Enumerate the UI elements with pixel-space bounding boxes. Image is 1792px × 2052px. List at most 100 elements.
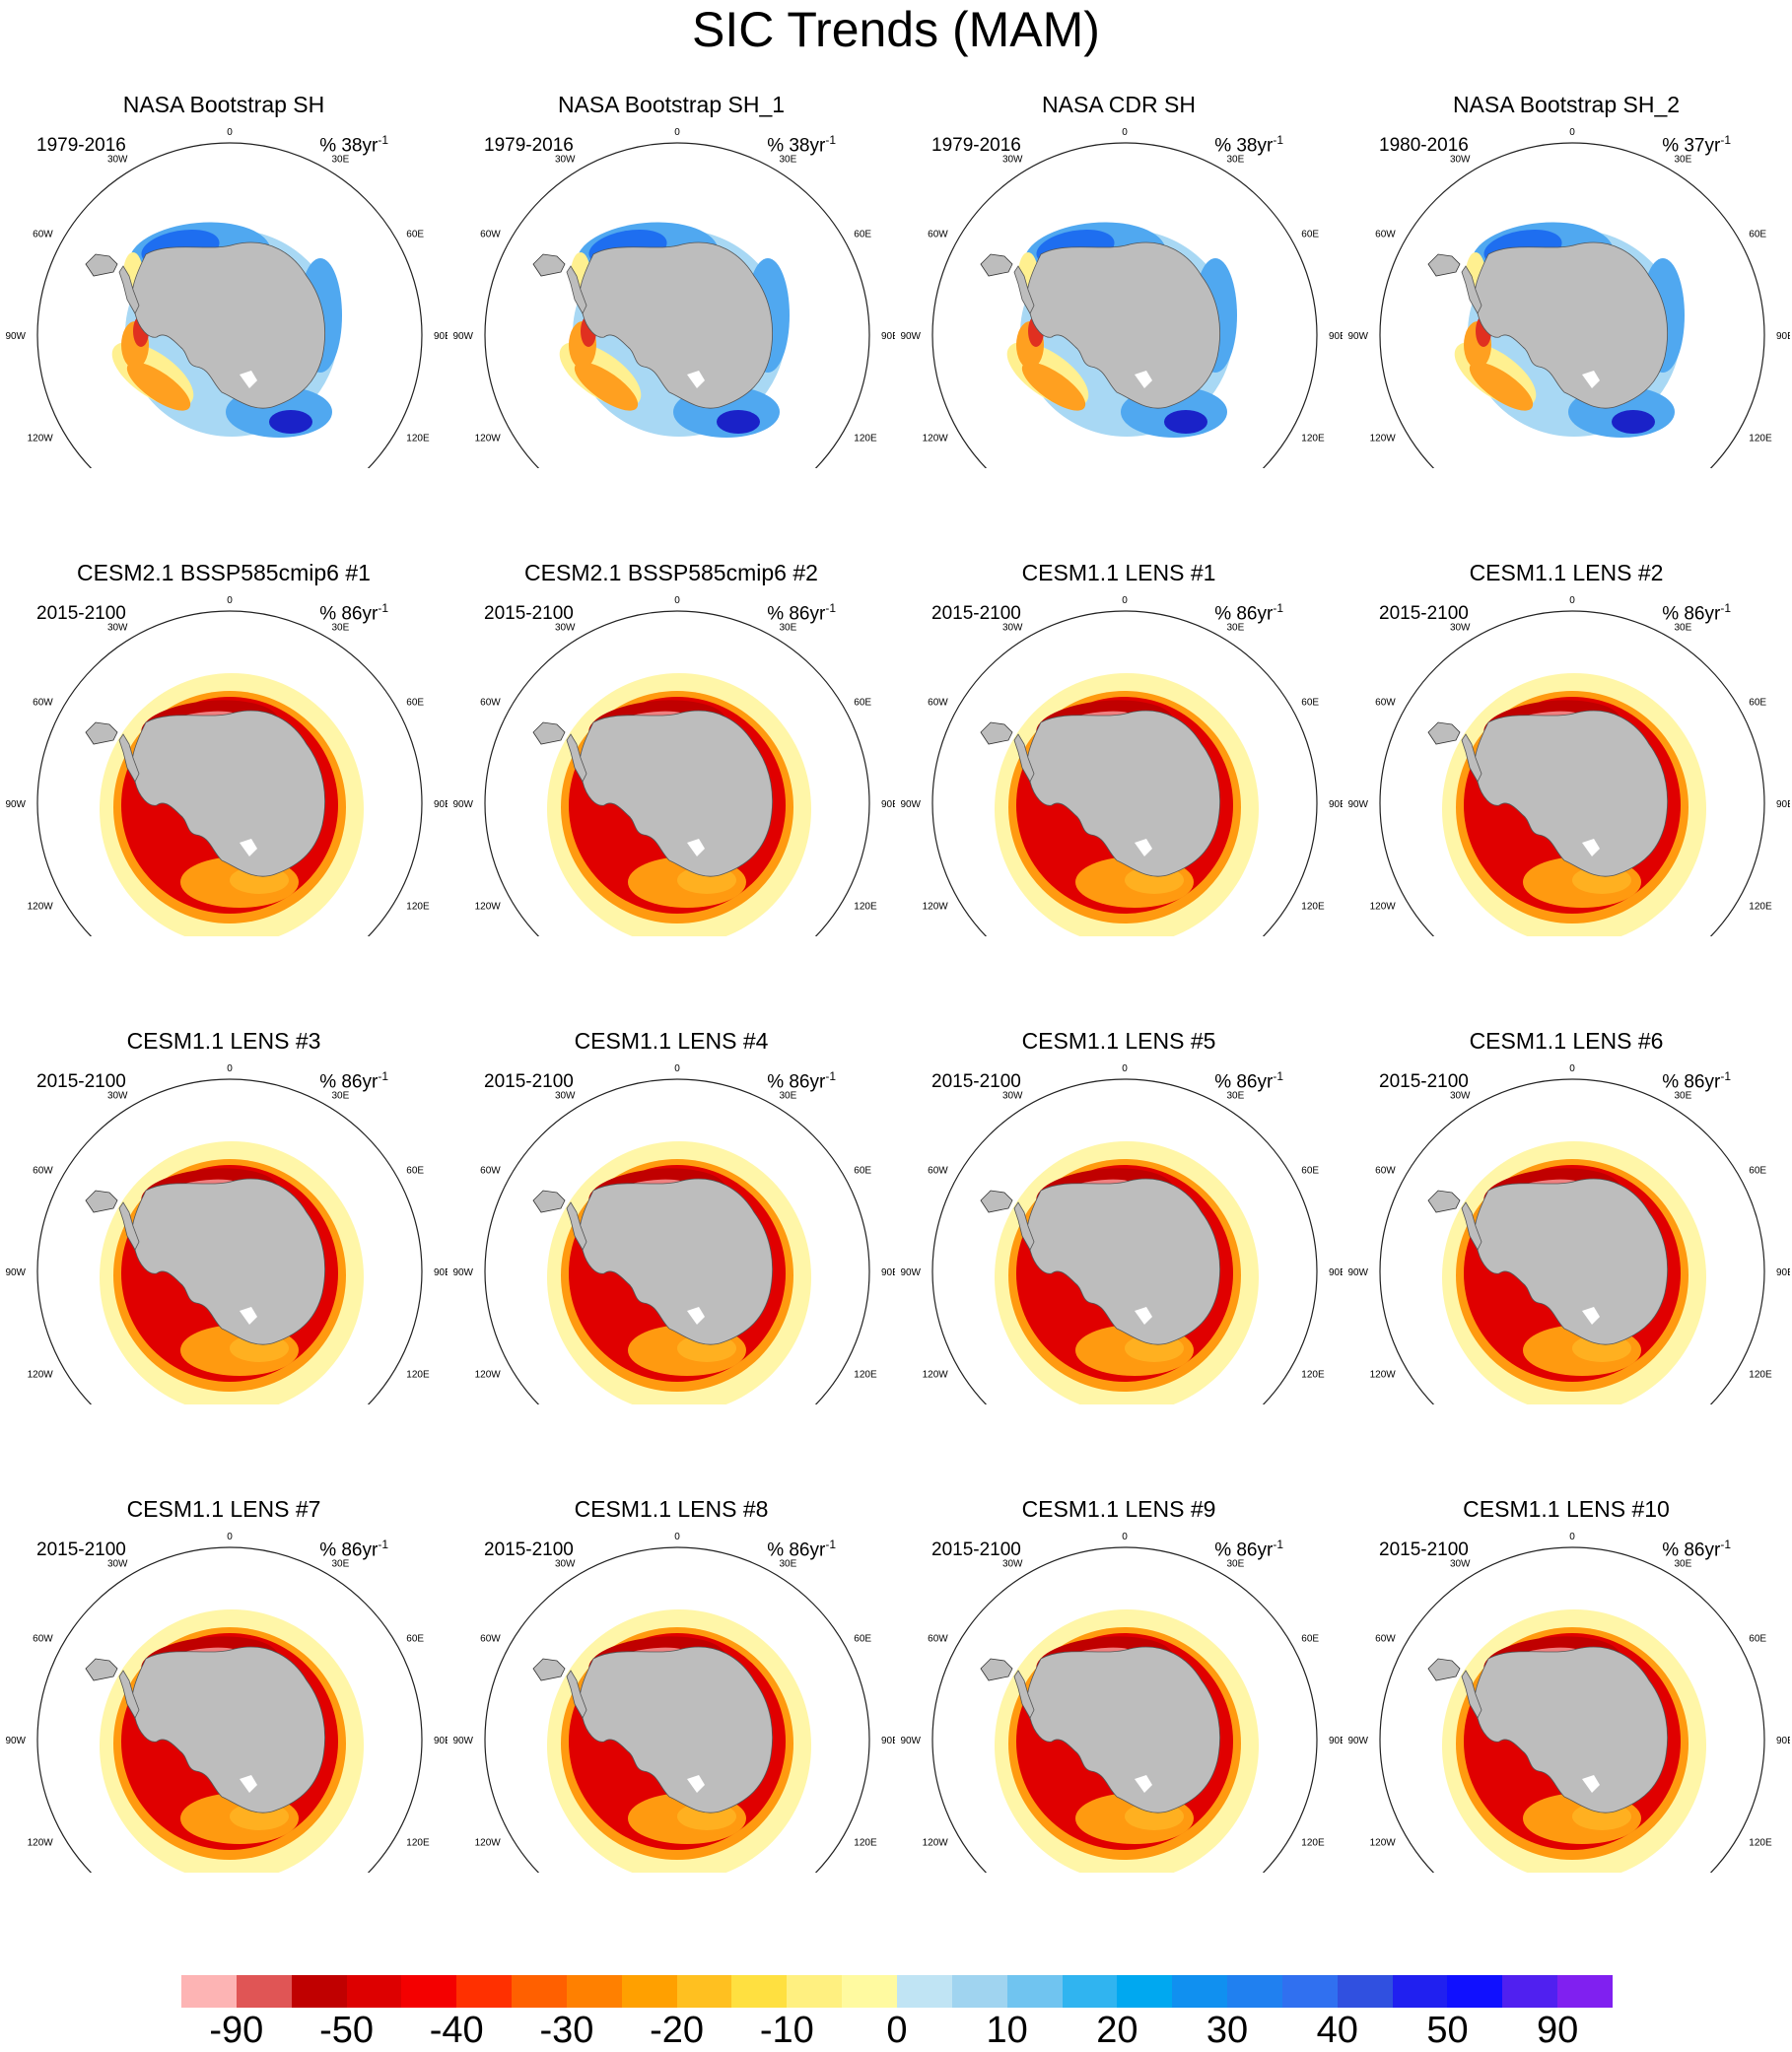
- panel-units: % 86yr-1: [319, 1533, 388, 1562]
- ross-ice-shelf: [240, 371, 257, 388]
- panel-units-text: % 86yr: [767, 1071, 826, 1093]
- longitude-label: 30W: [555, 1559, 576, 1570]
- colorbar-segment: [401, 1975, 457, 2008]
- panel-units-exponent: -1: [1720, 1538, 1731, 1551]
- south-america-tip: [1427, 1658, 1461, 1681]
- polar-map: 030E60E90E120E150E180150W120W90W60W30W: [452, 595, 895, 936]
- panel-units: % 86yr-1: [1214, 596, 1283, 626]
- colorbar-tick-label: -90: [209, 2010, 264, 2051]
- longitude-label: 90E: [1776, 799, 1790, 810]
- colorbar-segment: [1117, 1975, 1173, 2008]
- colorbar-tick-label: 10: [986, 2010, 1028, 2051]
- panel-title: CESM1.1 LENS #4: [574, 1028, 769, 1054]
- longitude-label: 30E: [1675, 155, 1692, 166]
- colorbar-segment: [787, 1975, 843, 2008]
- longitude-label: 120W: [1370, 434, 1397, 445]
- ross-ice-shelf: [240, 839, 257, 856]
- map-panel: CESM1.1 LENS #3 2015-2100 % 86yr-1 0 30E 60E 9…: [0, 936, 448, 1404]
- panel-title: CESM2.1 BSSP585cmip6 #1: [77, 560, 371, 585]
- longitude-label: 60E: [1301, 698, 1319, 709]
- longitude-label: 60E: [1749, 698, 1766, 709]
- longitude-label: 90E: [434, 1267, 448, 1278]
- antarctica-landmass: [579, 710, 773, 877]
- longitude-label: 120E: [854, 1370, 877, 1381]
- ross-ice-shelf: [1135, 1775, 1152, 1793]
- colorbar-tick-label: 90: [1537, 2010, 1579, 2051]
- panel-period: 2015-2100: [36, 1071, 126, 1092]
- south-america-tip: [85, 721, 118, 745]
- panel-units-exponent: -1: [378, 601, 388, 615]
- longitude-label: 90E: [1329, 1267, 1343, 1278]
- ross-ice-shelf: [1582, 1775, 1600, 1793]
- panel-period: 2015-2100: [484, 1539, 574, 1560]
- panel-units-text: % 86yr: [1214, 1539, 1274, 1561]
- longitude-label: 90E: [881, 1267, 895, 1278]
- longitude-label: 60W: [1375, 698, 1396, 709]
- longitude-label: 120E: [854, 1838, 877, 1849]
- longitude-label: 0: [1122, 1063, 1128, 1074]
- antarctica-landmass: [131, 241, 325, 409]
- south-america-tip: [980, 1190, 1013, 1213]
- colorbar-segment: [1062, 1975, 1118, 2008]
- longitude-label: 120W: [923, 1838, 949, 1849]
- antarctica-landmass: [1474, 241, 1668, 409]
- panel-units-text: % 86yr: [319, 1071, 379, 1093]
- longitude-label: 60W: [928, 1634, 948, 1645]
- longitude-label: 60W: [33, 1634, 53, 1645]
- ross-ice-shelf: [240, 1307, 257, 1325]
- panel-units: % 86yr-1: [1214, 1533, 1283, 1562]
- antarctic-peninsula: [1461, 265, 1482, 314]
- longitude-label: 120E: [1749, 1838, 1772, 1849]
- south-america-tip: [85, 253, 118, 277]
- polar-map: 030E60E90E120E150E180150W120W90W60W30W: [452, 1063, 895, 1404]
- antarctic-peninsula: [118, 1201, 140, 1251]
- colorbar-tick-label: -20: [650, 2010, 705, 2051]
- longitude-label: 120E: [406, 1370, 430, 1381]
- colorbar-segment: [951, 1975, 1008, 2008]
- antarctic-peninsula: [566, 265, 587, 314]
- colorbar-segment: [842, 1975, 898, 2008]
- panel-units-text: % 38yr: [319, 135, 379, 157]
- ross-ice-shelf: [1582, 371, 1600, 388]
- antarctic-peninsula: [566, 733, 587, 783]
- longitude-label: 30E: [1675, 1559, 1692, 1570]
- panel-units-exponent: -1: [1273, 1069, 1283, 1083]
- panel-units: % 38yr-1: [319, 128, 388, 158]
- panel-title: CESM1.1 LENS #9: [1021, 1496, 1216, 1522]
- panel-period: 1980-2016: [1379, 135, 1469, 156]
- figure-title: SIC Trends (MAM): [692, 2, 1100, 57]
- longitude-label: 0: [674, 1532, 680, 1542]
- longitude-label: 30W: [555, 1091, 576, 1102]
- panel-units: % 86yr-1: [767, 596, 836, 626]
- south-america-tip: [1427, 721, 1461, 745]
- sic-trend-orange-amundsen: [1469, 362, 1534, 411]
- longitude-label: 30E: [1675, 1091, 1692, 1102]
- longitude-label: 120W: [28, 902, 54, 913]
- panel-units-exponent: -1: [1273, 133, 1283, 147]
- longitude-label: 30W: [107, 623, 128, 634]
- longitude-label: 120W: [475, 434, 502, 445]
- longitude-label: 60E: [406, 230, 424, 240]
- longitude-label: 120W: [923, 1370, 949, 1381]
- panel-period: 2015-2100: [1379, 1071, 1469, 1092]
- longitude-label: 0: [227, 1063, 233, 1074]
- longitude-label: 90W: [900, 1736, 921, 1746]
- longitude-label: 90W: [900, 799, 921, 810]
- polar-map: 030E60E90E120E150E180150W120W90W60W30W: [900, 1532, 1343, 1873]
- longitude-label: 30W: [555, 623, 576, 634]
- colorbar-tick-label: -10: [759, 2010, 814, 2051]
- longitude-label: 90W: [452, 1267, 473, 1278]
- polar-map: 030E60E90E120E150E180150W120W90W60W30W: [900, 1063, 1343, 1404]
- south-america-tip: [1427, 253, 1461, 277]
- panel-units-text: % 86yr: [1662, 603, 1721, 625]
- colorbar-tick-label: 20: [1096, 2010, 1138, 2051]
- panel-title: CESM1.1 LENS #7: [126, 1496, 321, 1522]
- panel-units-text: % 38yr: [1214, 135, 1274, 157]
- map-panel: CESM1.1 LENS #4 2015-2100 % 86yr-1 0 30E 60E 9…: [448, 936, 895, 1404]
- longitude-label: 30W: [107, 1559, 128, 1570]
- panel-units-text: % 86yr: [319, 603, 379, 625]
- polar-map: 030E60E90E120E150E180150W120W90W60W30W: [452, 127, 895, 468]
- polar-map: 030E60E90E120E150E180150W120W90W60W30W: [900, 595, 1343, 936]
- longitude-label: 30W: [1450, 1091, 1471, 1102]
- longitude-label: 90W: [452, 1736, 473, 1746]
